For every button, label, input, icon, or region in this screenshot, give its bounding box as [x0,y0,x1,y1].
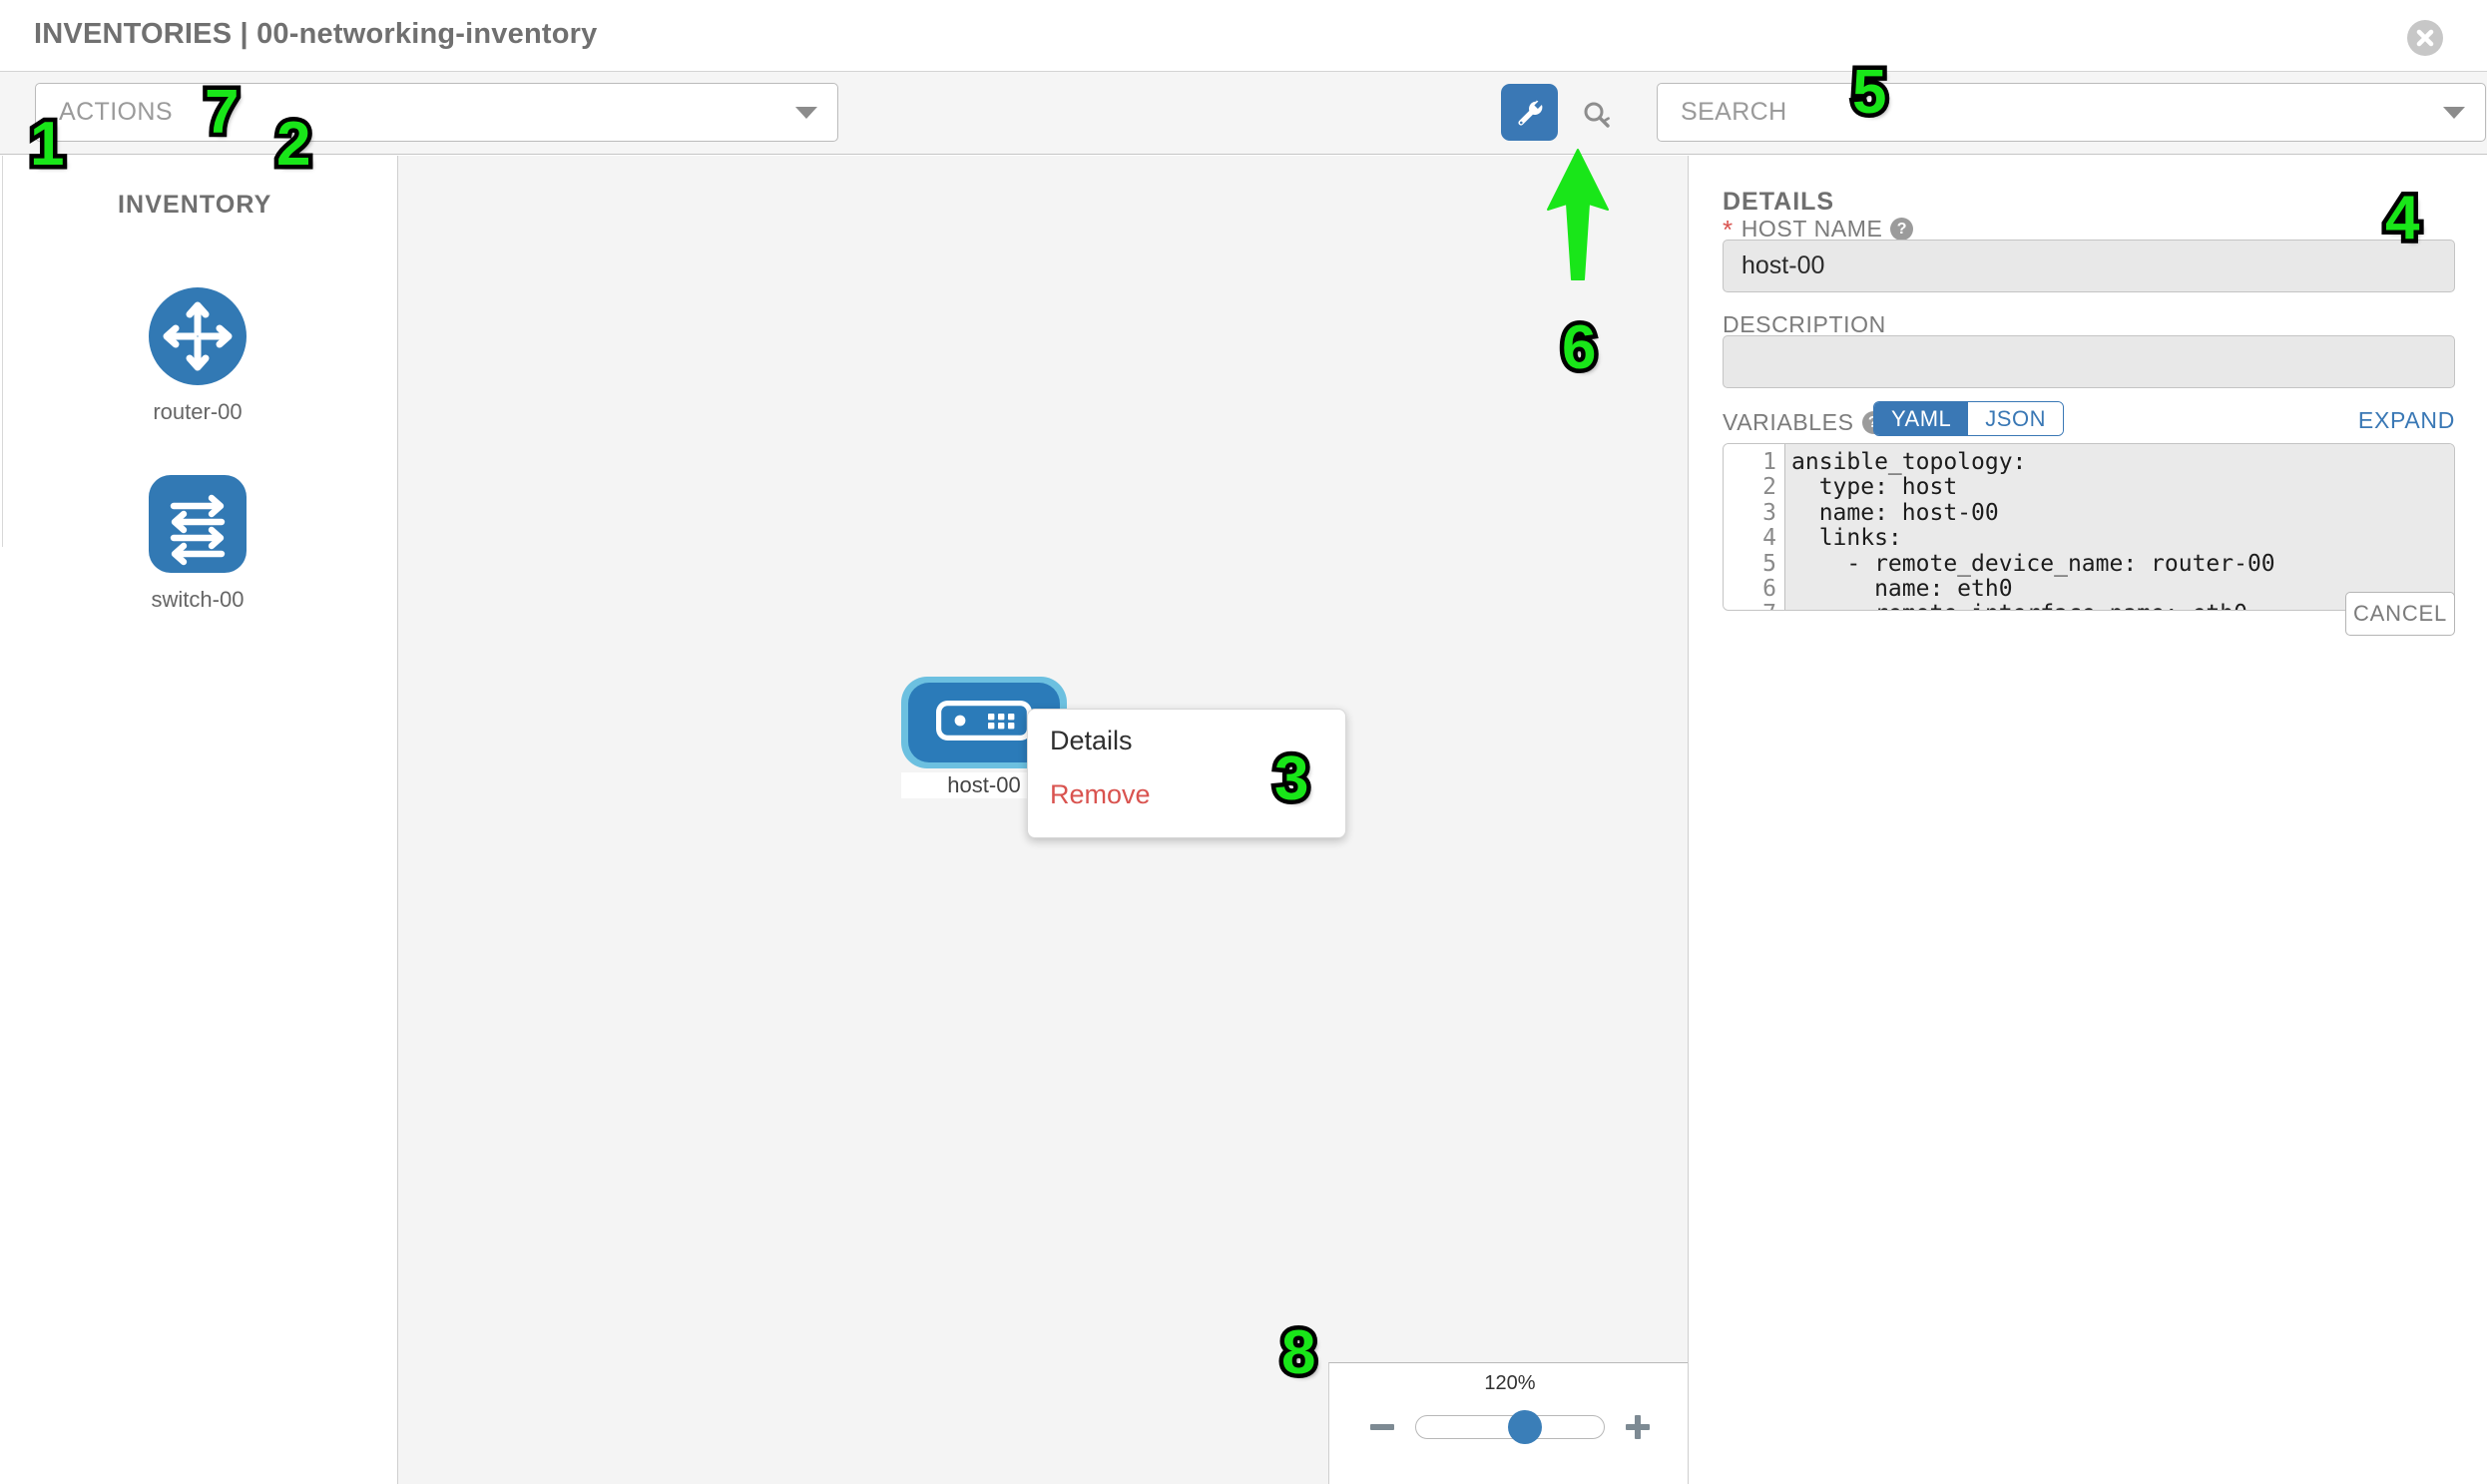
code-text-area[interactable]: ansible_topology: type: host name: host-… [1785,444,2454,610]
actions-dropdown-label: ACTIONS [59,98,173,126]
search-plus-icon[interactable] [1575,94,1619,138]
zoom-control-panel: 120% [1328,1362,1688,1484]
description-field[interactable] [1723,335,2455,388]
topology-canvas[interactable]: host-00 Details Remove 120% [397,156,1689,1484]
switch-icon [148,474,248,574]
toggle-yaml[interactable]: YAML [1874,402,1969,435]
zoom-level-label: 120% [1484,1372,1536,1394]
zoom-slider-track[interactable] [1415,1410,1605,1444]
line-number: 5 [1762,550,1776,577]
search-placeholder: SEARCH [1681,98,1787,126]
description-label: DESCRIPTION [1723,311,1886,338]
code-line: - remote_device_name: router-00 [1791,550,2275,577]
line-number: 7 [1724,602,1784,610]
zoom-slider-thumb[interactable] [1508,1410,1543,1444]
toggle-json[interactable]: JSON [1968,402,2063,435]
inventory-sidebar: INVENTORY router-00 [0,156,395,1484]
sidebar-title: INVENTORY [118,191,272,219]
code-line: ansible_topology: [1791,449,2027,475]
line-number: 1 [1762,449,1776,475]
actions-dropdown[interactable]: ACTIONS [35,83,838,142]
chevron-down-icon [2443,106,2465,119]
variables-label-text: VARIABLES [1723,409,1854,435]
description-label-text: DESCRIPTION [1723,311,1886,337]
zoom-slider-row [1329,1407,1688,1447]
host-name-field[interactable]: host-00 [1723,240,2455,292]
code-line: name: host-00 [1791,499,1999,526]
page-title: INVENTORIES | 00-networking-inventory [34,18,598,50]
code-line: type: host [1791,474,1958,501]
toolbar: ACTIONS SEARCH [0,71,2487,155]
details-panel-title: DETAILS [1723,188,1835,216]
code-gutter: 1 2 3 4 5 6 7 [1724,444,1785,610]
wrench-icon[interactable] [1501,84,1558,141]
code-line: name: eth0 [1791,576,2013,603]
code-line: remote_interface_name: eth0 [1791,602,2454,610]
expand-link[interactable]: EXPAND [2357,407,2455,433]
line-number: 2 [1762,474,1776,501]
sidebar-scroll-divider [2,156,3,547]
code-line: links: [1791,525,1902,552]
context-menu-item-details[interactable]: Details [1050,726,1133,755]
router-icon [148,286,248,386]
sidebar-item-label: router-00 [153,399,243,424]
question-circle-icon[interactable]: ? [1890,218,1914,241]
line-number: 4 [1762,525,1776,552]
minus-icon[interactable] [1368,1413,1396,1441]
details-panel: DETAILS * HOST NAME ? host-00 DESCRIPTIO… [1691,156,2487,1484]
title-bar: INVENTORIES | 00-networking-inventory [0,0,2487,71]
host-name-label-text: HOST NAME [1741,216,1883,242]
context-menu-item-remove[interactable]: Remove [1050,779,1151,809]
sidebar-item-router-00[interactable]: router-00 [0,286,395,425]
node-context-menu[interactable]: Details Remove [1027,709,1346,838]
required-marker: * [1723,214,1734,245]
search-input[interactable]: SEARCH [1657,83,2486,142]
variables-format-toggle[interactable]: YAML JSON [1873,401,2064,436]
close-icon[interactable] [2407,20,2443,56]
sidebar-item-label: switch-00 [151,587,245,612]
line-number: 6 [1762,576,1776,603]
variables-code-editor[interactable]: 1 2 3 4 5 6 7 ansible_topology: type: ho… [1723,443,2455,611]
host-name-label: * HOST NAME ? [1723,214,1914,245]
variables-label: VARIABLES ? [1723,409,1885,436]
chevron-down-icon [795,106,817,119]
cancel-button[interactable]: CANCEL [2345,592,2455,636]
server-icon [935,700,1033,745]
line-number: 3 [1762,499,1776,526]
plus-icon[interactable] [1624,1413,1652,1441]
sidebar-item-switch-00[interactable]: switch-00 [0,474,395,613]
